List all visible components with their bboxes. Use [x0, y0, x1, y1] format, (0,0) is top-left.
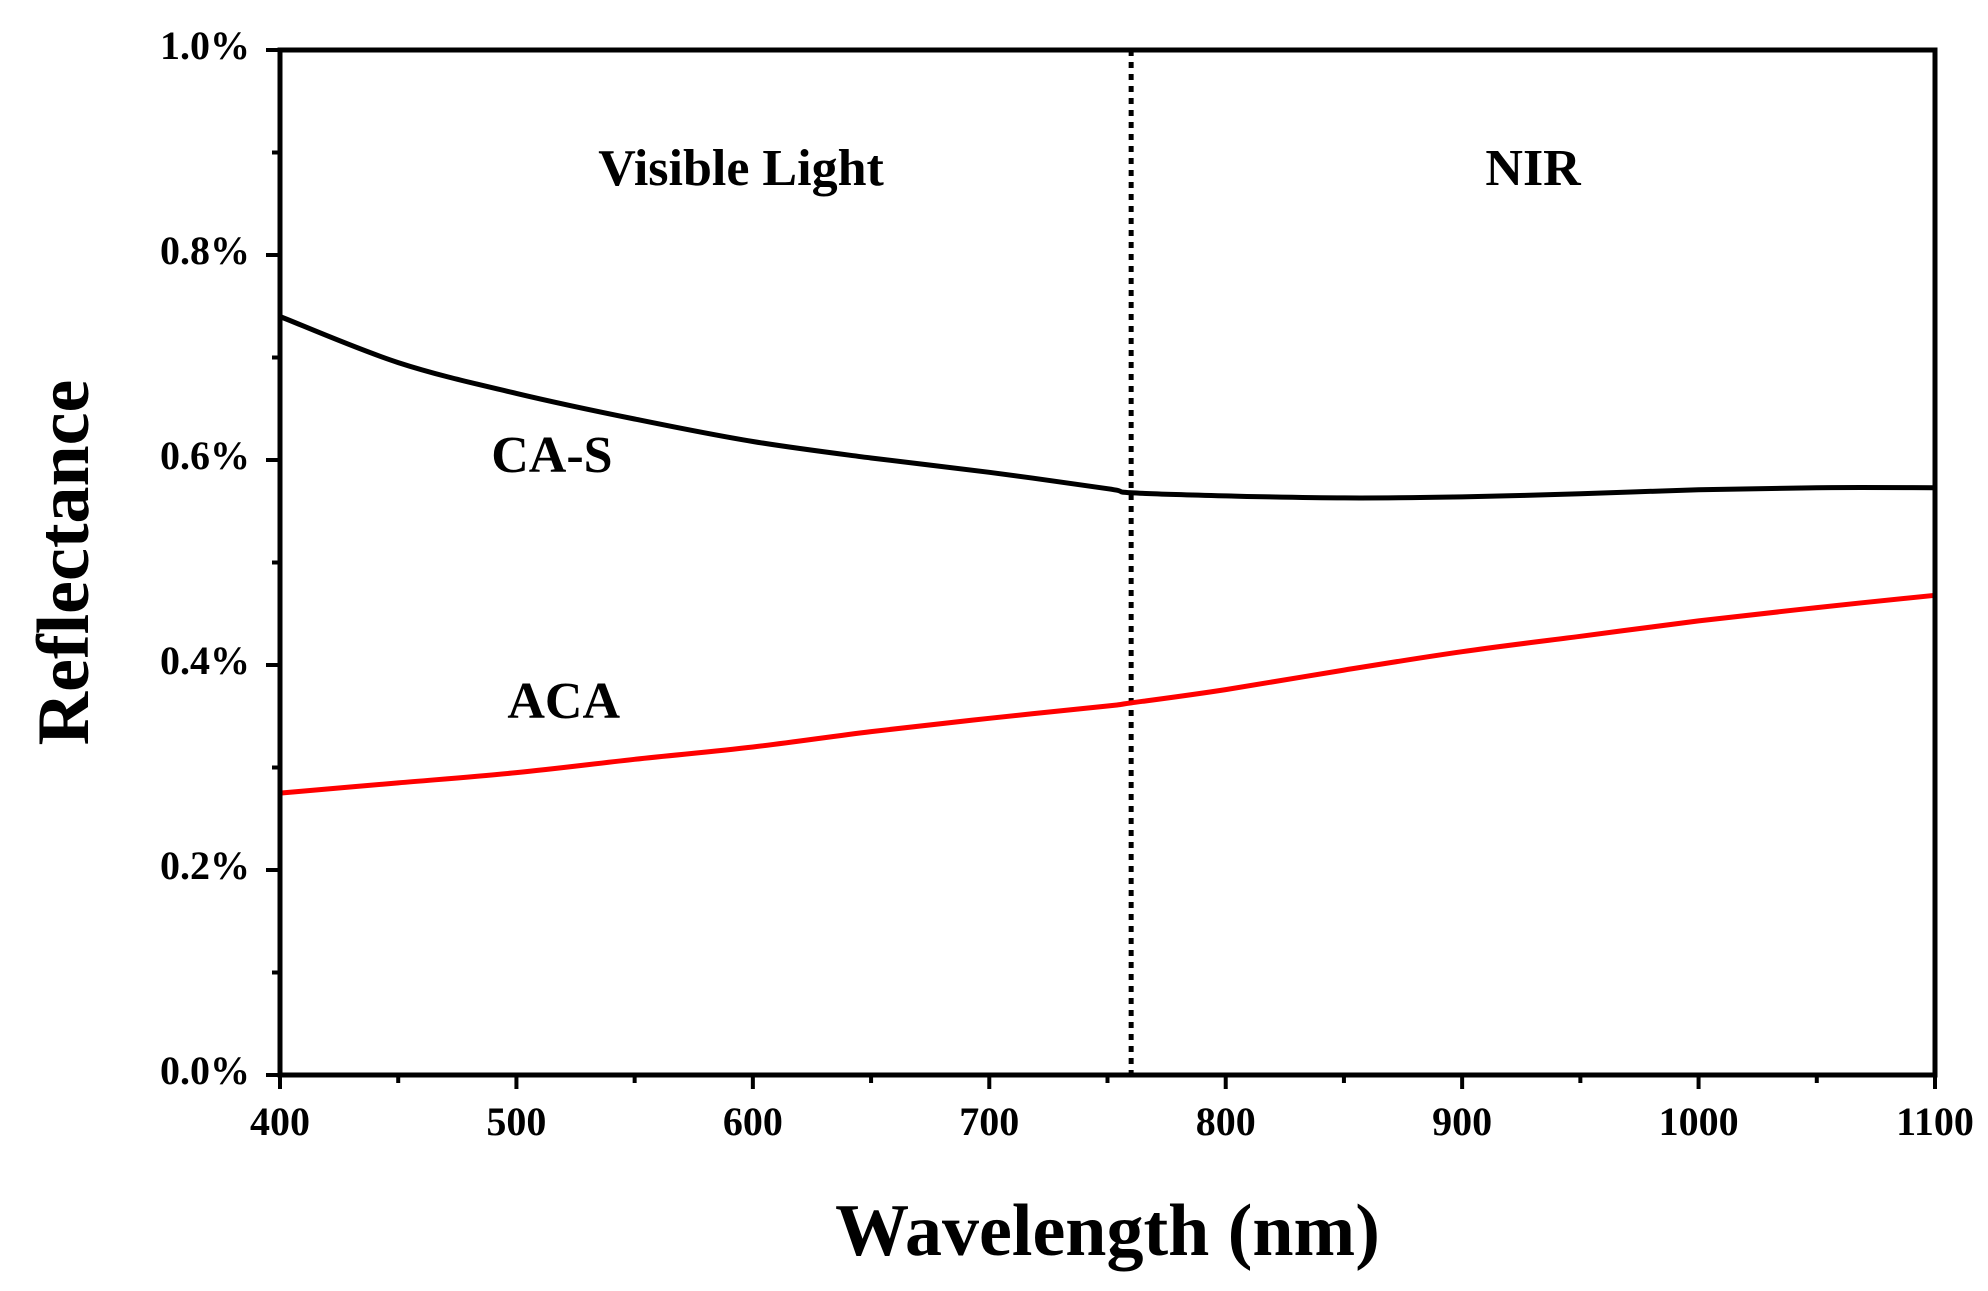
plot-frame [277, 47, 1938, 1078]
region-label: Visible Light [598, 140, 884, 197]
chart-labels: CA-S ACA 400 500 600 700 800 900 1000 1100 0.0% 0.2… [23, 23, 1974, 1272]
x-tick-label: 900 [1432, 1099, 1492, 1144]
x-tick-label: 1000 [1659, 1099, 1739, 1144]
x-tick-label: 500 [486, 1099, 546, 1144]
series-lines [277, 314, 1938, 796]
x-axis-title: Wavelength (nm) [835, 1190, 1380, 1272]
x-tick-label: 600 [723, 1099, 783, 1144]
y-tick-label: 0.2% [160, 843, 250, 888]
axes [266, 47, 1938, 1089]
x-tick-label: 800 [1196, 1099, 1256, 1144]
region-label: NIR [1485, 140, 1582, 197]
y-tick-label: 0.0% [160, 1048, 250, 1093]
y-tick-label: 0.4% [160, 638, 250, 683]
x-tick-label: 1100 [1896, 1099, 1974, 1144]
y-tick-label: 1.0% [160, 23, 250, 68]
series-label-aca: ACA [507, 673, 620, 730]
series-line-aca [277, 592, 1938, 796]
x-tick-label: 700 [959, 1099, 1019, 1144]
series-line-ca-s [277, 314, 1938, 501]
y-tick-label: 0.8% [160, 228, 250, 273]
y-tick-label: 0.6% [160, 433, 250, 478]
series-label-ca-s: CA-S [491, 427, 612, 484]
y-axis-title: Reflectance [23, 380, 105, 746]
x-tick-label: 400 [250, 1099, 310, 1144]
